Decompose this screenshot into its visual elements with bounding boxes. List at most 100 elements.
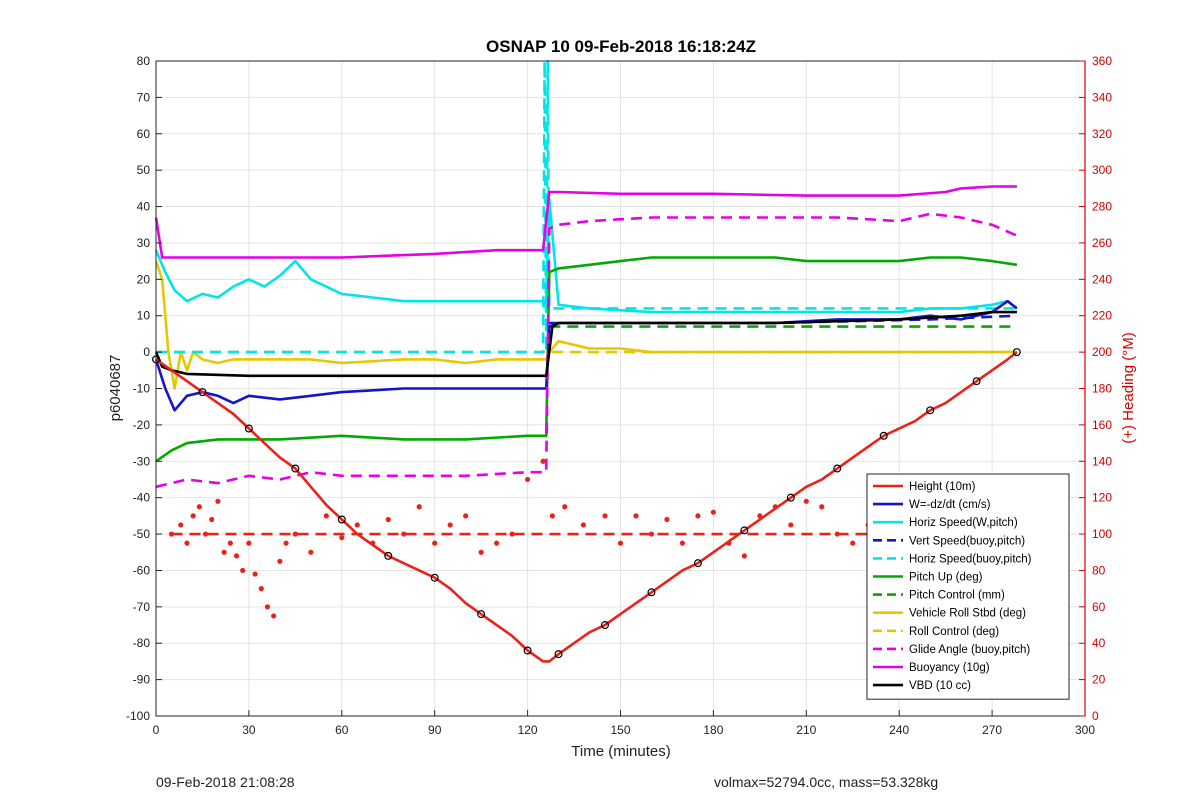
legend-label: Pitch Control (mm)	[909, 590, 1005, 602]
heading-point	[401, 531, 407, 537]
legend-label: Vehicle Roll Stbd (deg)	[909, 608, 1026, 620]
heading-point	[277, 558, 283, 564]
y2-tick-label: 20	[1092, 673, 1106, 687]
heading-point	[258, 586, 264, 592]
heading-point	[196, 504, 202, 510]
heading-point	[292, 531, 298, 537]
legend-label: Roll Control (deg)	[909, 626, 999, 638]
heading-point	[323, 513, 329, 519]
y-tick-label: -20	[133, 418, 151, 432]
heading-point	[252, 571, 258, 577]
y2-tick-label: 320	[1092, 127, 1112, 141]
y2-tick-label: 140	[1092, 454, 1112, 468]
heading-point	[617, 540, 624, 546]
legend-label: Buoyancy (10g)	[909, 662, 990, 674]
y2-axis-label: (+) Heading (°M)	[1120, 332, 1137, 443]
chart-title: OSNAP 10 09-Feb-2018 16:18:24Z	[486, 37, 756, 56]
heading-point	[215, 498, 221, 504]
height-marker	[740, 526, 749, 535]
heading-point	[803, 498, 809, 504]
y-tick-label: -10	[133, 382, 151, 396]
x-tick-label: 0	[153, 723, 160, 737]
series-line-vbd-10-cc	[154, 310, 1017, 378]
y-tick-label: -30	[133, 454, 151, 468]
x-tick-label: 60	[335, 723, 349, 737]
heading-point	[463, 513, 469, 519]
heading-point	[184, 540, 190, 546]
heading-point	[202, 531, 209, 537]
y2-tick-label: 100	[1092, 527, 1112, 541]
height-marker	[523, 646, 532, 655]
height-marker	[477, 610, 486, 619]
y2-tick-label: 220	[1092, 309, 1112, 323]
height-marker	[1012, 348, 1021, 357]
y2-tick-label: 240	[1092, 272, 1112, 286]
y-tick-label: 50	[137, 163, 151, 177]
heading-point	[447, 522, 453, 528]
height-marker	[926, 406, 935, 415]
series-line-height-10m	[155, 351, 1018, 663]
heading-point	[271, 613, 277, 619]
x-tick-label: 270	[982, 723, 1002, 737]
y-tick-label: 30	[137, 236, 151, 250]
series-line-w-dz-dt-cm-s	[154, 299, 1018, 412]
y-tick-label: -60	[133, 563, 151, 577]
x-tick-label: 240	[889, 723, 909, 737]
heading-point	[209, 516, 215, 523]
series-line-vehicle-roll-stbd-deg	[154, 260, 1017, 390]
legend-box	[866, 473, 1070, 700]
x-axis-label: Time (minutes)	[571, 743, 670, 760]
legend-label: Horiz Speed(buoy,pitch)	[909, 553, 1032, 565]
y-tick-label: 0	[143, 345, 150, 359]
heading-point	[385, 516, 391, 523]
x-tick-label: 120	[518, 723, 538, 737]
heading-point	[178, 522, 184, 528]
series-line-horiz-speed-buoy-pitch	[156, 59, 1017, 354]
height-marker	[786, 493, 795, 502]
heading-point	[416, 504, 422, 510]
x-tick-label: 90	[428, 723, 442, 737]
heading-point	[432, 540, 438, 546]
heading-point	[788, 522, 794, 528]
height-marker	[384, 551, 393, 560]
height-marker	[833, 464, 842, 473]
y-tick-label: -100	[126, 709, 150, 723]
legend-label: VBD (10 cc)	[909, 680, 971, 692]
footer-timestamp: 09-Feb-2018 21:08:28	[156, 774, 295, 790]
legend-label: Horiz Speed(W,pitch)	[909, 517, 1018, 529]
legend-label: Height (10m)	[909, 481, 976, 493]
heading-point	[246, 540, 252, 546]
heading-point	[679, 540, 686, 546]
y-tick-label: 20	[137, 272, 151, 286]
series-line-glide-angle-buoy-pitch	[155, 212, 1018, 489]
heading-point	[308, 549, 314, 555]
y-tick-label: -70	[133, 600, 151, 614]
y2-tick-label: 80	[1092, 563, 1106, 577]
y-tick-label: -50	[133, 527, 151, 541]
footer-summary: volmax=52794.0cc, mass=53.328kg	[714, 774, 939, 790]
height-marker	[972, 377, 981, 386]
series-line-pitch-up-deg	[155, 256, 1018, 463]
y-tick-label: 60	[137, 127, 151, 141]
y-axis-label: p6040687	[107, 355, 124, 422]
heading-point	[264, 604, 271, 610]
heading-point	[633, 513, 639, 519]
height-marker	[244, 424, 253, 433]
y-tick-label: 80	[137, 54, 151, 68]
heading-point	[819, 504, 825, 510]
chart: OSNAP 10 09-Feb-2018 16:18:24Z 0 30 60 90 12…	[107, 37, 1137, 760]
height-marker	[601, 621, 610, 630]
y-tick-label: -90	[133, 673, 151, 687]
legend-label: W=-dz/dt (cm/s)	[909, 499, 991, 511]
y2-tick-label: 340	[1092, 90, 1112, 104]
legend-label: Pitch Up (deg)	[909, 572, 983, 584]
y2-tick-label: 40	[1092, 636, 1106, 650]
heading-point	[240, 567, 246, 574]
legend-label: Vert Speed(buoy,pitch)	[909, 535, 1025, 547]
heading-point	[221, 549, 227, 555]
height-marker	[198, 388, 207, 397]
heading-point	[695, 513, 701, 519]
y2-tick-label: 60	[1092, 600, 1106, 614]
legend-label: Glide Angle (buoy,pitch)	[909, 644, 1030, 656]
height-marker	[879, 431, 888, 440]
